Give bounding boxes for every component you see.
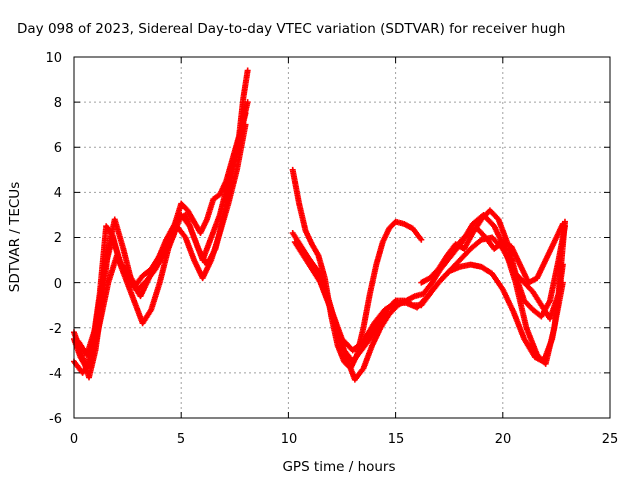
x-tick-label: 25	[602, 432, 619, 447]
data-point	[244, 99, 251, 106]
y-tick-label: 6	[54, 141, 62, 156]
data-series	[456, 220, 566, 286]
axis-ticks	[73, 56, 611, 419]
x-tick-label: 15	[388, 432, 405, 447]
x-tick-label: 20	[495, 432, 512, 447]
y-tick-label: -6	[49, 412, 62, 427]
y-tick-label: 8	[54, 96, 62, 111]
y-tick-label: 0	[54, 277, 62, 292]
data-series	[75, 99, 251, 358]
x-tick-label: 10	[281, 432, 298, 447]
x-tick-label: 5	[177, 432, 185, 447]
y-tick-label: 10	[45, 51, 62, 66]
y-axis-label: SDTVAR / TECUs	[7, 182, 23, 292]
data-points	[71, 67, 568, 383]
y-tick-label: 4	[54, 186, 62, 201]
y-tick-label: 2	[54, 231, 62, 246]
y-tick-label: -4	[49, 367, 62, 382]
x-tick-label: 0	[70, 432, 78, 447]
data-point	[244, 67, 251, 74]
data-point	[418, 236, 425, 243]
y-tick-label: -2	[49, 322, 62, 337]
grid-lines	[74, 57, 610, 418]
chart-title: Day 098 of 2023, Sidereal Day-to-day VTE…	[17, 21, 565, 37]
data-point	[559, 220, 566, 227]
x-axis-label: GPS time / hours	[282, 459, 395, 475]
